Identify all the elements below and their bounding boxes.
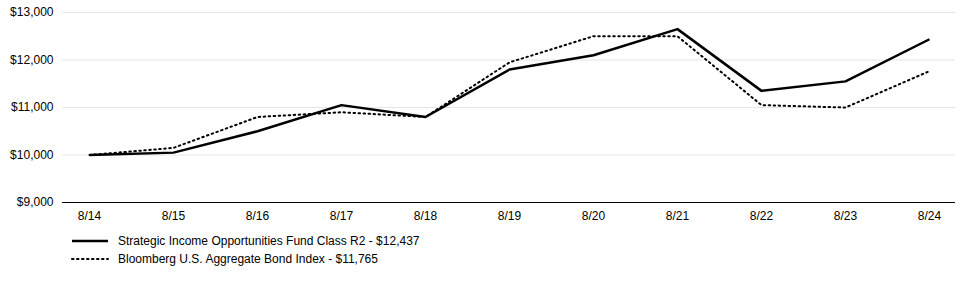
svg-text:$9,000: $9,000 (17, 195, 54, 209)
svg-text:$13,000: $13,000 (10, 5, 54, 19)
svg-text:8/20: 8/20 (582, 209, 606, 223)
svg-text:8/24: 8/24 (918, 209, 942, 223)
svg-text:8/19: 8/19 (498, 209, 522, 223)
svg-text:8/17: 8/17 (330, 209, 354, 223)
svg-text:8/18: 8/18 (414, 209, 438, 223)
svg-text:$11,000: $11,000 (11, 100, 54, 114)
html-text:Strategic Income Opportunities: Strategic Income Opportunities Fund Clas… (118, 234, 420, 248)
svg-text:8/14: 8/14 (78, 209, 102, 223)
svg-text:8/15: 8/15 (162, 209, 186, 223)
svg-text:8/16: 8/16 (246, 209, 270, 223)
svg-text:8/21: 8/21 (666, 209, 690, 223)
svg-text:$10,000: $10,000 (10, 148, 54, 162)
html-text:Bloomberg U.S. Aggregate Bond: Bloomberg U.S. Aggregate Bond Index - $1… (118, 252, 378, 266)
svg-text:8/22: 8/22 (750, 209, 774, 223)
svg-text:$12,000: $12,000 (10, 53, 54, 67)
svg-text:8/23: 8/23 (834, 209, 858, 223)
